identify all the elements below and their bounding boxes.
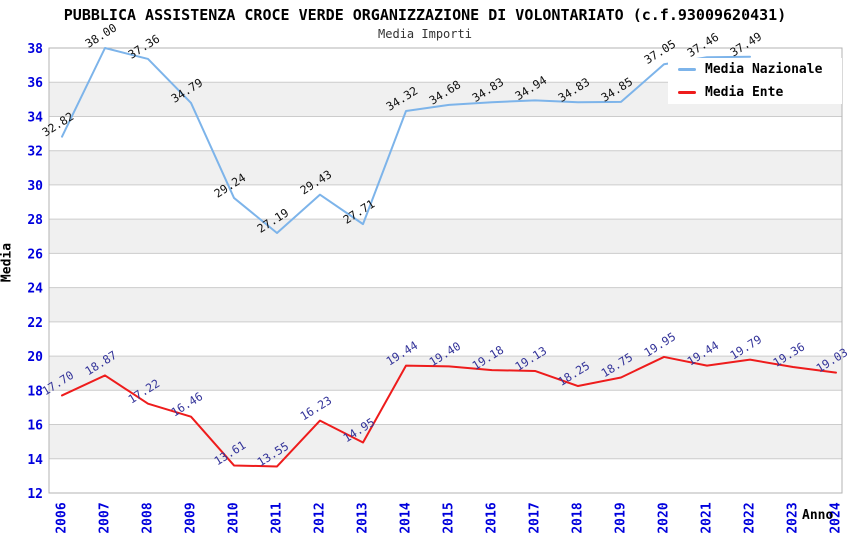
legend-label: Media Nazionale bbox=[705, 62, 823, 77]
legend: Media Nazionale Media Ente bbox=[668, 58, 842, 104]
series-line bbox=[61, 47, 751, 235]
chart-subtitle: Media Importi bbox=[378, 27, 472, 41]
x-axis-title: Anno bbox=[802, 508, 834, 523]
y-tick-label: 38 bbox=[27, 42, 43, 57]
y-tick-label: 36 bbox=[27, 76, 43, 91]
x-tick-label: 2018 bbox=[571, 502, 586, 533]
x-tick-label: 2020 bbox=[657, 502, 672, 533]
y-tick-label: 18 bbox=[27, 384, 43, 399]
grid-band bbox=[49, 424, 842, 459]
y-tick-label: 22 bbox=[27, 316, 43, 331]
x-tick-label: 2012 bbox=[313, 502, 328, 533]
y-axis-title: Media bbox=[0, 242, 15, 283]
y-tick-label: 32 bbox=[27, 145, 43, 160]
x-tick-label: 2010 bbox=[227, 502, 242, 533]
x-tick-label: 2017 bbox=[528, 502, 543, 533]
grid-band bbox=[49, 219, 842, 254]
chart-title: PUBBLICA ASSISTENZA CROCE VERDE ORGANIZZ… bbox=[63, 6, 787, 24]
x-tick-label: 2016 bbox=[485, 502, 500, 533]
y-tick-label: 26 bbox=[27, 247, 43, 262]
x-tick-label: 2024 bbox=[829, 502, 844, 533]
data-label: 16.23 bbox=[297, 393, 334, 423]
x-tick-label: 2015 bbox=[442, 502, 457, 533]
series-line bbox=[61, 355, 837, 468]
x-tick-label: 2008 bbox=[141, 502, 156, 533]
legend-item-media-nazionale: Media Nazionale bbox=[668, 60, 842, 79]
x-tick-label: 2022 bbox=[743, 502, 758, 533]
y-tick-label: 30 bbox=[27, 179, 43, 194]
legend-label: Media Ente bbox=[705, 85, 784, 100]
grid-band bbox=[49, 356, 842, 391]
x-tick-label: 2014 bbox=[399, 502, 414, 533]
x-tick-label: 2013 bbox=[356, 502, 371, 533]
media-ente-line-swatch-icon bbox=[678, 91, 696, 94]
x-tick-label: 2011 bbox=[270, 502, 285, 533]
y-tick-label: 16 bbox=[27, 419, 43, 434]
y-tick-label: 20 bbox=[27, 350, 43, 365]
data-label: 19.95 bbox=[641, 329, 678, 359]
grid-band bbox=[49, 150, 842, 185]
y-tick-label: 34 bbox=[27, 110, 43, 125]
grid-band bbox=[49, 287, 842, 322]
x-tick-label: 2006 bbox=[55, 502, 70, 533]
plot-border bbox=[48, 47, 843, 494]
y-tick-label: 12 bbox=[27, 487, 43, 502]
y-tick-label: 28 bbox=[27, 213, 43, 228]
y-tick-label: 14 bbox=[27, 453, 43, 468]
x-tick-label: 2007 bbox=[98, 502, 113, 533]
x-tick-label: 2019 bbox=[614, 502, 629, 533]
legend-item-media-ente: Media Ente bbox=[668, 83, 842, 102]
x-tick-label: 2021 bbox=[700, 502, 715, 533]
y-tick-label: 24 bbox=[27, 282, 43, 297]
media-nazionale-line-swatch-icon bbox=[678, 68, 696, 71]
x-tick-label: 2009 bbox=[184, 502, 199, 533]
x-tick-label: 2023 bbox=[786, 502, 801, 533]
